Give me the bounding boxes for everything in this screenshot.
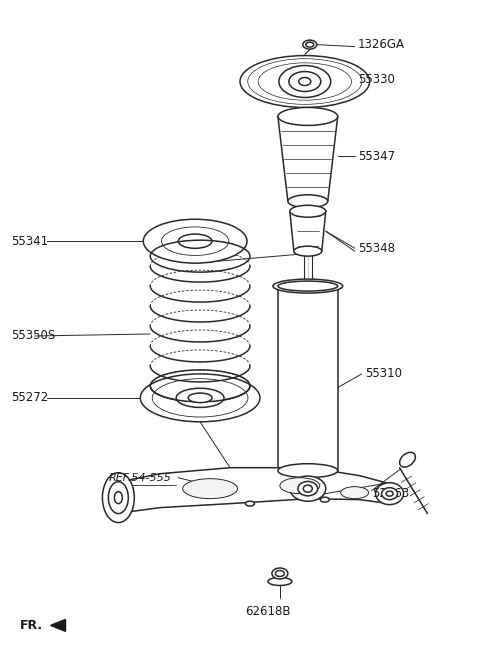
Ellipse shape xyxy=(279,66,331,98)
Text: 55341: 55341 xyxy=(11,235,48,248)
Text: 52763: 52763 xyxy=(372,487,410,500)
Ellipse shape xyxy=(288,195,328,208)
Ellipse shape xyxy=(278,108,338,125)
Text: REF.54-555: REF.54-555 xyxy=(108,473,171,483)
Ellipse shape xyxy=(140,374,260,422)
Ellipse shape xyxy=(341,487,369,499)
Text: 55330: 55330 xyxy=(358,73,395,86)
Text: 62618B: 62618B xyxy=(245,605,290,618)
Ellipse shape xyxy=(376,483,404,504)
Ellipse shape xyxy=(298,482,318,496)
Ellipse shape xyxy=(306,42,314,47)
Ellipse shape xyxy=(278,281,338,291)
Text: 55348: 55348 xyxy=(358,241,395,255)
Ellipse shape xyxy=(176,388,224,407)
Ellipse shape xyxy=(144,219,247,263)
Text: 1326GA: 1326GA xyxy=(358,38,405,51)
Ellipse shape xyxy=(299,77,311,85)
Ellipse shape xyxy=(276,571,284,577)
Polygon shape xyxy=(115,468,390,514)
Ellipse shape xyxy=(290,205,326,217)
Ellipse shape xyxy=(268,577,292,585)
Ellipse shape xyxy=(178,234,212,249)
Ellipse shape xyxy=(245,501,254,506)
Ellipse shape xyxy=(102,473,134,523)
Ellipse shape xyxy=(320,497,329,502)
Text: 55272: 55272 xyxy=(11,392,48,404)
Ellipse shape xyxy=(303,485,312,492)
Ellipse shape xyxy=(294,246,322,256)
Ellipse shape xyxy=(303,40,317,49)
Ellipse shape xyxy=(273,279,343,293)
Ellipse shape xyxy=(278,464,338,478)
Ellipse shape xyxy=(188,393,212,403)
Ellipse shape xyxy=(400,453,415,467)
Polygon shape xyxy=(50,619,65,631)
Ellipse shape xyxy=(240,56,370,108)
Ellipse shape xyxy=(290,476,326,501)
Ellipse shape xyxy=(114,491,122,504)
Text: 55347: 55347 xyxy=(358,150,395,163)
Ellipse shape xyxy=(272,568,288,579)
Ellipse shape xyxy=(183,479,238,499)
Ellipse shape xyxy=(280,478,320,494)
Ellipse shape xyxy=(386,491,393,496)
Text: FR.: FR. xyxy=(20,619,43,632)
Ellipse shape xyxy=(108,482,128,514)
Text: 55350S: 55350S xyxy=(11,329,55,342)
Text: 55310: 55310 xyxy=(365,367,402,380)
Ellipse shape xyxy=(289,72,321,91)
Ellipse shape xyxy=(382,487,397,500)
